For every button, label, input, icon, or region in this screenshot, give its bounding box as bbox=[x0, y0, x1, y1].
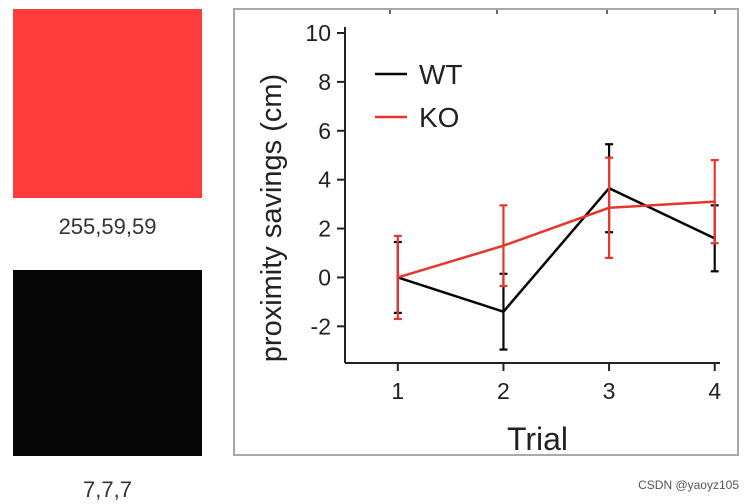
x-tick-label: 1 bbox=[391, 378, 404, 404]
swatch-label-black: 7,7,7 bbox=[83, 477, 132, 502]
x-tick-label: 2 bbox=[497, 378, 510, 404]
x-tick-label: 3 bbox=[603, 378, 616, 404]
y-tick-label: 10 bbox=[305, 20, 331, 46]
color-swatch-black bbox=[13, 270, 202, 456]
y-tick-label: 8 bbox=[318, 69, 331, 95]
y-axis-label: proximity savings (cm) bbox=[256, 74, 288, 362]
legend-label-wt: WT bbox=[419, 59, 463, 90]
series-line-ko bbox=[397, 200, 715, 279]
data-point-ko bbox=[396, 276, 400, 279]
data-point-ko bbox=[607, 206, 611, 209]
y-tick-label: -2 bbox=[311, 313, 331, 339]
color-swatch-red bbox=[13, 9, 202, 198]
data-point-wt bbox=[502, 310, 505, 313]
chart-frame: -2 0 2 4 6 8 10 1 2 3 4 Trial proximity savings (cm)… bbox=[233, 8, 739, 456]
legend-label-ko: KO bbox=[419, 102, 459, 133]
x-axis-label: Trial bbox=[507, 421, 568, 454]
y-tick-label: 6 bbox=[318, 118, 331, 144]
watermark: CSDN @yaoyz105 bbox=[638, 478, 739, 492]
series-line-wt bbox=[397, 186, 716, 314]
data-point-ko bbox=[713, 200, 716, 203]
x-tick-label: 4 bbox=[708, 378, 721, 404]
y-tick-label: 2 bbox=[318, 216, 331, 242]
data-point-ko bbox=[502, 244, 505, 247]
y-tick-label: 4 bbox=[318, 167, 331, 193]
y-tick-label: 0 bbox=[318, 264, 331, 290]
swatch-label-red: 255,59,59 bbox=[58, 214, 157, 239]
